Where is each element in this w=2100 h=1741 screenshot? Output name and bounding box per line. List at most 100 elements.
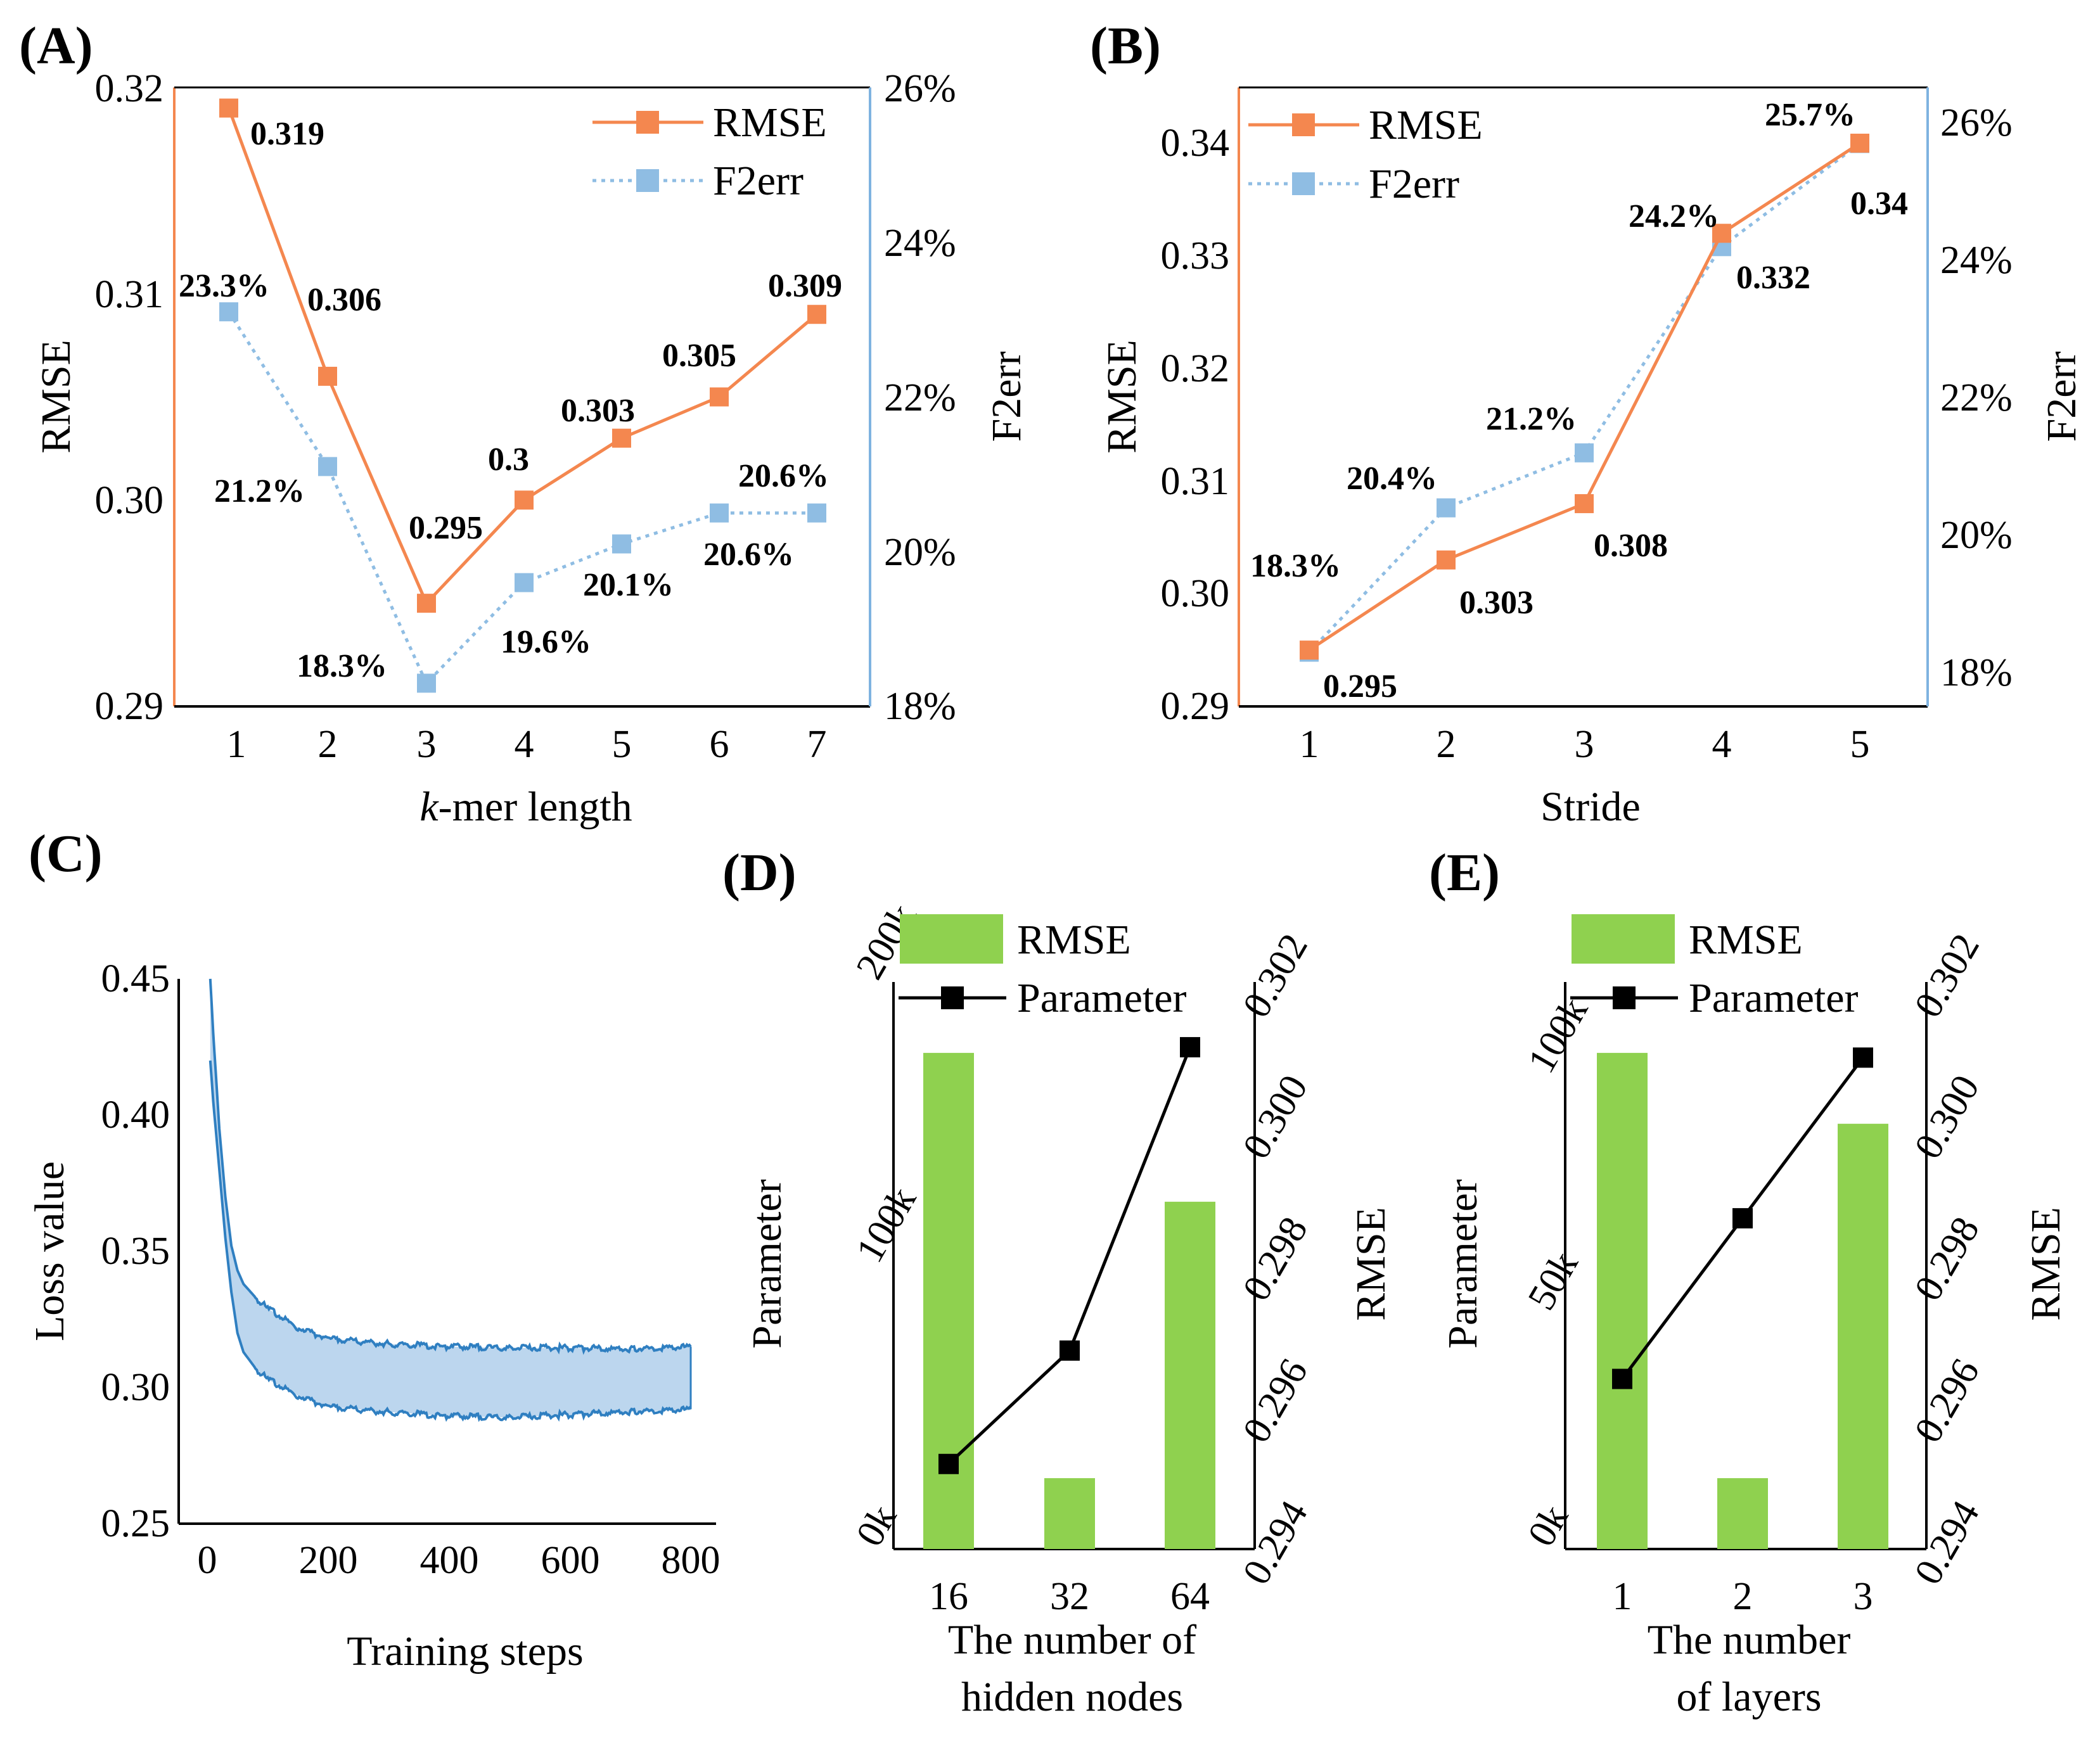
panel-d-rmse-bar <box>1044 1478 1095 1549</box>
legend-rmse-label: RMSE <box>713 99 827 146</box>
panel-a-ytick: 0.30 <box>95 479 164 522</box>
panel-a-rmse-point <box>219 98 238 118</box>
panel-a-f2err-label: 20.6% <box>703 537 794 573</box>
panel-e-parameter-point <box>1853 1047 1873 1068</box>
panel-d-rmse-bar <box>1165 1201 1215 1549</box>
panel-a-f2err-label: 23.3% <box>179 268 269 304</box>
panel-c-y-ticks: 0.25 0.30 0.35 0.40 0.45 <box>101 957 170 1545</box>
panel-e-parameter-series <box>1612 1047 1873 1389</box>
panel-c-loss-series <box>208 978 692 1422</box>
panel-e-ytick: 0k <box>1520 1498 1577 1553</box>
panel-b: (B) 0.29 0.30 0.31 0.32 0.33 0.34 18% 20… <box>1090 16 2085 830</box>
panel-b-data-labels: 0.295 0.303 0.308 0.332 0.34 18.3% 20.4%… <box>1250 97 1908 705</box>
panel-e-y2tick: 0.300 <box>1906 1068 1988 1166</box>
legend-rmse-label: RMSE <box>1689 917 1803 963</box>
panel-a-xtick: 5 <box>612 723 632 766</box>
panel-b-x-label: Stride <box>1540 784 1641 830</box>
panel-a-y2tick: 22% <box>884 376 956 419</box>
panel-b-rmse-point <box>1712 224 1731 243</box>
panel-b-x-ticks: 1 2 3 4 5 <box>1300 723 1870 766</box>
panel-b-rmse-label: 0.332 <box>1736 260 1810 296</box>
panel-a-xtick: 7 <box>807 723 827 766</box>
panel-b-ytick: 0.34 <box>1161 122 1230 165</box>
panel-a-f2err-point <box>219 302 238 322</box>
panel-b-rmse-point <box>1575 494 1594 513</box>
panel-e-rmse-bar <box>1838 1123 1888 1549</box>
panel-c: (C) 0.25 0.30 0.35 0.40 0.45 0 200 400 6… <box>27 824 720 1674</box>
panel-d-x-label-line1: The number of <box>948 1617 1196 1663</box>
panel-d-xtick: 16 <box>929 1575 968 1618</box>
panel-b-f2err-label: 18.3% <box>1250 548 1341 584</box>
panel-d-y2tick: 0.296 <box>1234 1352 1316 1450</box>
panel-a-rmse-label: 0.306 <box>307 282 381 318</box>
panel-b-rmse-series <box>1300 134 1869 660</box>
panel-d: (D) 0k 100k 200k 0.294 0.296 0.298 0.300… <box>722 843 1394 1720</box>
panel-a-rmse-series <box>219 98 826 613</box>
panel-a-rmse-point <box>318 366 337 386</box>
panel-b-xtick: 3 <box>1575 723 1594 766</box>
panel-b-legend: RMSE F2err <box>1248 102 1483 207</box>
panel-d-rmse-bars <box>923 1052 1215 1549</box>
panel-d-rmse-bar <box>923 1052 974 1549</box>
panel-b-f2err-point <box>1437 498 1456 518</box>
panel-b-y2tick: 26% <box>1940 101 2013 144</box>
panel-c-xtick: 400 <box>420 1539 479 1582</box>
panel-a-y-ticks: 0.32 0.31 0.30 0.29 <box>95 67 164 728</box>
panel-d-parameter-point <box>1180 1036 1200 1057</box>
legend-rmse-marker <box>1292 113 1315 136</box>
panel-c-x-label: Training steps <box>347 1628 583 1674</box>
panel-b-f2err-label: 20.4% <box>1347 461 1437 497</box>
panel-a: (A) 0.32 0.31 0.30 0.29 18% 20% 22% 24% … <box>19 16 1030 830</box>
panel-e-y-ticks: 0k 50k 100k <box>1520 991 1596 1553</box>
panel-c-ytick: 0.45 <box>101 957 170 1000</box>
panel-a-legend: RMSE F2err <box>592 99 827 204</box>
panel-a-xtick: 3 <box>417 723 437 766</box>
panel-c-xtick: 200 <box>299 1539 358 1582</box>
panel-e-legend: RMSE Parameter <box>1570 914 1859 1021</box>
panel-b-y2tick: 22% <box>1940 376 2013 419</box>
panel-b-rmse-label: 0.303 <box>1459 585 1533 621</box>
panel-a-rmse-point <box>417 594 436 613</box>
panel-e-y2tick: 0.296 <box>1906 1352 1988 1450</box>
panel-a-xtick: 2 <box>318 723 338 766</box>
panel-a-x-ticks: 1 2 3 4 5 6 7 <box>227 723 827 766</box>
panel-e-ytick: 100k <box>1520 991 1596 1080</box>
panel-b-y-ticks: 0.29 0.30 0.31 0.32 0.33 0.34 <box>1161 122 1230 728</box>
panel-d-parameter-point <box>938 1453 959 1474</box>
panel-a-f2err-point <box>807 503 826 523</box>
panel-e-parameter-point <box>1732 1208 1753 1228</box>
panel-d-y2tick: 0.294 <box>1234 1494 1316 1592</box>
panel-d-y2tick: 0.298 <box>1234 1210 1316 1308</box>
panel-b-rmse-label: 0.308 <box>1594 528 1668 564</box>
panel-b-f2err-label: 25.7% <box>1765 97 1855 133</box>
legend-rmse-label: RMSE <box>1369 102 1483 148</box>
legend-rmse-marker <box>636 111 659 134</box>
legend-parameter-label: Parameter <box>1689 975 1859 1021</box>
panel-d-y2tick: 0.302 <box>1234 927 1316 1025</box>
panel-a-ytick: 0.29 <box>95 685 164 728</box>
panel-d-label: (D) <box>722 843 797 902</box>
panel-b-y2-ticks: 18% 20% 22% 24% 26% <box>1940 101 2013 694</box>
panel-b-ytick: 0.32 <box>1161 347 1230 390</box>
panel-e-xtick: 1 <box>1613 1575 1632 1618</box>
panel-a-rmse-point <box>710 387 729 407</box>
panel-a-rmse-label: 0.309 <box>768 268 842 304</box>
panel-c-xtick: 800 <box>662 1539 720 1582</box>
panel-e-xtick: 2 <box>1733 1575 1753 1618</box>
panel-e-rmse-bar <box>1597 1052 1648 1549</box>
panel-a-x-label-italic: k <box>419 784 439 830</box>
panel-a-x-label-rest: -mer length <box>439 784 632 830</box>
panel-e-x-label-line2: of layers <box>1676 1674 1821 1720</box>
panel-a-rmse-label: 0.3 <box>488 442 529 478</box>
panel-e-y2tick: 0.302 <box>1906 927 1988 1025</box>
panel-b-rmse-label: 0.34 <box>1850 186 1908 222</box>
panel-e-y2-ticks: 0.294 0.296 0.298 0.300 0.302 <box>1906 927 1988 1592</box>
panel-d-y-label: Parameter <box>744 1179 790 1349</box>
legend-f2err-label: F2err <box>713 158 804 204</box>
panel-a-f2err-point <box>710 503 729 523</box>
panel-a-y-label: RMSE <box>33 340 79 454</box>
panel-e-parameter-point <box>1612 1368 1632 1389</box>
panel-b-f2err-point <box>1575 443 1594 462</box>
panel-b-y2tick: 24% <box>1940 239 2013 282</box>
panel-a-rmse-point <box>807 305 826 324</box>
